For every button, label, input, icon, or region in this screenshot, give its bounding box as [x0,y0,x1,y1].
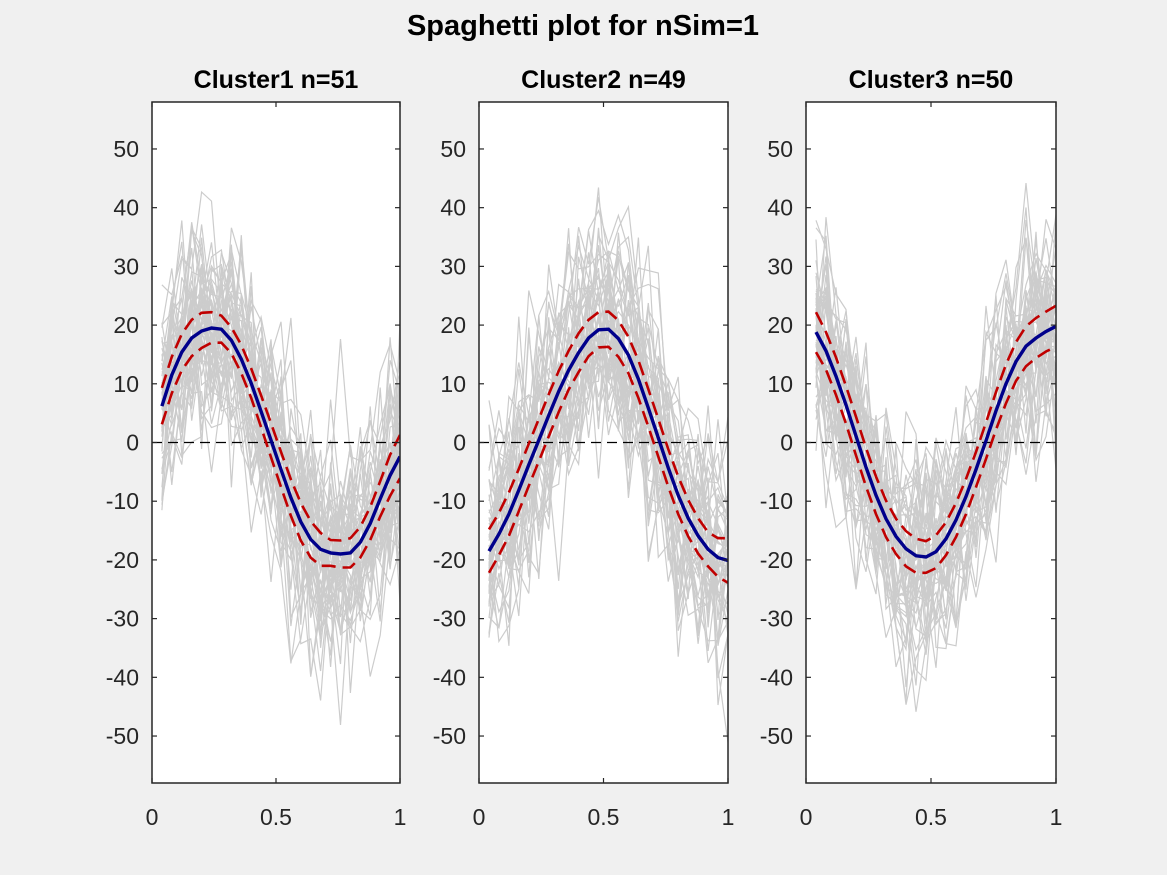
x-tick-label: 0.5 [260,804,292,830]
mean-line [814,324,1056,559]
y-tick-label: -20 [106,547,139,573]
x-tick-label: 0 [800,804,813,830]
y-tick-label: 10 [440,371,466,397]
spaghetti-line [815,214,1056,594]
y-tick-label: 0 [453,430,466,456]
y-tick-label: -50 [760,723,793,749]
plot-content [806,183,1056,712]
spaghetti-line [815,280,1056,573]
subplot-2: 50 40 30 20 10 0 -10 -20 -30 -40 -50 0 0.5 1 Cluster2 … [433,66,735,830]
y-tick-label: -30 [760,606,793,632]
y-tick-label: 20 [440,312,466,338]
spaghetti-line [815,238,1056,572]
spaghetti-line [488,344,728,679]
lower-band-line [814,345,1056,575]
spaghetti-line [815,272,1056,625]
y-tick-label: -50 [106,723,139,749]
subplot-title: Cluster2 n=49 [521,66,686,94]
spaghetti-line [161,315,400,611]
spaghetti-line [488,254,728,642]
y-tick-label: -10 [760,488,793,514]
spaghetti-line [488,266,728,574]
y-tick-label: -40 [433,664,466,690]
plot-content [152,190,400,726]
mean-line [160,326,400,556]
spaghetti-line [161,220,400,540]
x-tick-label: 1 [722,804,735,830]
lower-band-line [160,341,400,569]
y-tick-label: 40 [767,195,793,221]
y-tick-label: 10 [113,371,139,397]
spaghetti-line [815,303,1056,645]
subplot-title: Cluster1 n=51 [194,66,359,94]
spaghetti-line [161,190,400,539]
y-tick-label: -10 [106,488,139,514]
y-tick-label: 40 [113,195,139,221]
spaghetti-line [161,346,400,622]
y-tick-label: 20 [767,312,793,338]
x-tick-label: 1 [1050,804,1063,830]
subplot-3: 50 40 30 20 10 0 -10 -20 -30 -40 -50 0 0.5 1 Cluster3 … [760,66,1063,830]
subplot-1: 50 40 30 20 10 0 -10 -20 -30 -40 -50 0 0.5 1 Cluster1 … [106,66,407,830]
x-tick-label: 0 [146,804,159,830]
spaghetti-line [161,247,400,656]
y-tick-label: 30 [113,253,139,279]
y-tick-label: 50 [440,136,466,162]
spaghetti-line [488,235,728,525]
y-tick-label: -20 [433,547,466,573]
y-tick-label: 30 [767,253,793,279]
mean-line [487,327,728,563]
x-tick-label: 0 [473,804,486,830]
y-tick-label: -20 [760,547,793,573]
figure-title: Spaghetti plot for nSim=1 [407,10,759,42]
y-tick-label: 0 [780,430,793,456]
y-tick-label: -40 [760,664,793,690]
spaghetti-line [488,317,728,636]
upper-band-line [814,304,1056,543]
spaghetti-line [161,300,400,618]
spaghetti-line [161,313,400,618]
y-tick-label: -30 [106,606,139,632]
y-tick-label: 0 [126,430,139,456]
spaghetti-line [815,282,1056,688]
y-tick-label: 10 [767,371,793,397]
y-tick-label: -30 [433,606,466,632]
upper-band-line [487,310,728,540]
spaghetti-line [161,242,400,590]
plot-content [479,187,728,743]
lower-band-line [487,345,728,584]
subplot-title: Cluster3 n=50 [849,66,1014,94]
x-tick-label: 1 [394,804,407,830]
upper-band-line [160,310,400,542]
y-tick-label: 20 [113,312,139,338]
y-tick-label: 50 [113,136,139,162]
y-tick-label: -50 [433,723,466,749]
x-tick-label: 0.5 [588,804,620,830]
spaghetti-line [815,286,1056,702]
spaghetti-line [161,228,400,560]
y-tick-label: 50 [767,136,793,162]
x-tick-label: 0.5 [915,804,947,830]
y-tick-label: -40 [106,664,139,690]
y-tick-label: 40 [440,195,466,221]
spaghetti-line [488,287,728,584]
spaghetti-line [815,289,1056,621]
y-tick-label: -10 [433,488,466,514]
y-tick-label: 30 [440,253,466,279]
